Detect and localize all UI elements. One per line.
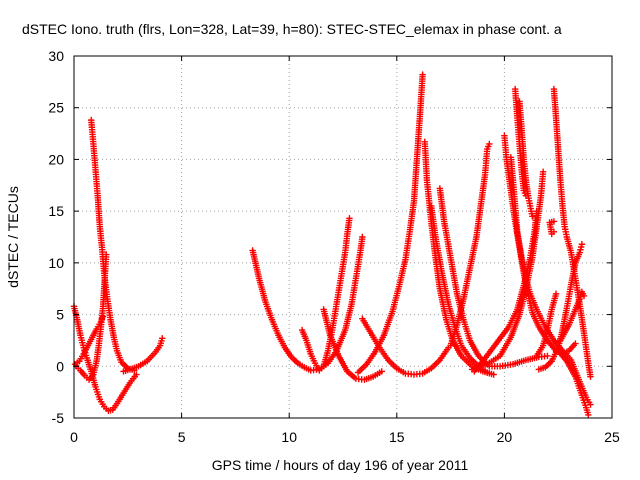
y-tick-label: 25 [48,100,64,116]
data-point [486,140,493,148]
series-17 [507,154,594,408]
y-tick-label: 0 [56,358,64,374]
series-26 [533,290,560,360]
y-tick-label: 20 [48,151,64,167]
data-point [572,340,579,347]
series-5 [120,335,166,375]
x-tick-label: 15 [389,429,405,445]
data-point [359,233,366,241]
data-point [419,71,426,78]
data-point [580,292,588,300]
series-22 [546,218,558,238]
y-tick-label: 10 [48,255,64,271]
chart-title: dSTEC Iono. truth (flrs, Lon=328, Lat=39… [22,21,562,37]
series-25 [557,288,588,344]
data-point [99,313,107,320]
data-point [483,369,491,376]
data-point [578,241,586,248]
y-tick-label: 15 [48,203,64,219]
series-3 [72,251,110,383]
series-9 [359,315,452,378]
series-13 [436,185,551,370]
data-point [490,371,497,378]
x-tick-label: 25 [604,429,620,445]
x-tick-label: 10 [281,429,297,445]
data-point [539,168,547,176]
data-marks [70,71,594,419]
series-24 [555,347,592,419]
plot-frame [73,55,613,419]
series-14 [447,140,493,349]
data-point [587,373,594,380]
data-point [133,371,140,378]
series-10 [354,71,426,376]
x-tick-label: 0 [70,429,78,445]
series-23 [550,85,594,380]
data-point [585,411,592,419]
data-point [550,218,558,225]
series-7 [298,215,353,374]
series-8 [320,306,385,383]
data-point [159,335,166,342]
data-point [552,290,560,298]
series-1 [70,303,140,414]
y-tick-label: 5 [56,307,64,323]
data-point [378,368,385,375]
data-point [346,215,353,222]
series-20 [468,168,547,373]
x-tick-label: 20 [497,429,513,445]
data-point [544,352,551,360]
y-tick-label: -5 [52,410,65,426]
data-point [529,213,536,220]
x-axis-label: GPS time / hours of day 196 of year 2011 [212,457,469,473]
x-tick-label: 5 [178,429,186,445]
axis-ticks: 0 5 10 15 20 25 -5 0 5 10 15 20 25 30 [48,48,620,445]
series-12 [428,202,491,376]
series-19 [516,98,536,220]
y-tick-label: 30 [48,48,64,64]
series-4 [88,116,138,374]
series-6 [249,233,366,374]
y-axis-label: dSTEC / TECUs [5,186,21,288]
